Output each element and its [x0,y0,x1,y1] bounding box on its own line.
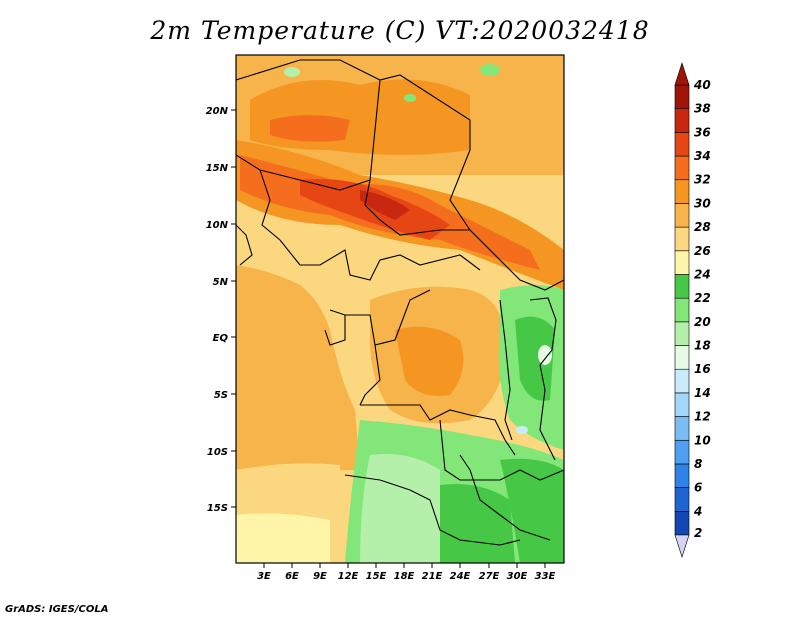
colorbar-label: 28 [694,220,711,234]
colorbar-label: 38 [694,102,711,116]
colorbar-label: 12 [694,410,711,424]
lon-label: 24E [450,571,471,582]
grads-credit: GrADS: IGES/COLA [5,604,109,615]
colorbar-label: 34 [694,149,711,163]
colorbar-label: 16 [694,362,711,376]
colorbar-swatch [674,321,690,346]
colorbar-swatch [674,463,690,488]
colorbar-swatch [674,250,690,275]
colorbar-swatch [674,368,690,394]
colorbar-label: 10 [694,433,711,447]
colorbar-swatch [674,511,690,536]
lat-axis [231,109,236,508]
colorbar-swatch [674,179,690,204]
lon-label: 33E [535,571,556,582]
lat-label: 5N [213,277,229,288]
temperature-field [236,55,564,563]
lon-label: 30E [507,571,528,582]
lat-label: EQ [213,333,229,344]
colorbar-swatch [674,155,690,181]
lon-axis [263,563,546,568]
colorbar-swatch [674,487,690,512]
colorbar-label: 8 [694,457,702,471]
lat-label: 10N [206,220,229,231]
colorbar-label: 22 [694,291,711,305]
lon-label: 9E [313,571,327,582]
colorbar-label: 26 [694,244,711,258]
colorbar-label: 30 [694,196,711,210]
lon-label: 27E [479,571,500,582]
lat-label: 10S [207,447,228,458]
colorbar-swatch [674,274,690,299]
colorbar-swatch [674,439,690,465]
colorbar-swatch [674,226,690,252]
country-borders [236,59,564,546]
colorbar-label: 32 [694,173,711,187]
colorbar-label: 24 [694,267,711,281]
lat-label: 20N [206,106,229,117]
colorbar-swatch [674,108,690,133]
colorbar-label: 20 [694,315,711,329]
colorbar-swatch [674,203,690,228]
lon-label: 15E [366,571,387,582]
lon-label: 6E [285,571,299,582]
lat-label: 5S [214,390,228,401]
lon-label: 21E [422,571,443,582]
map-title: 2m Temperature (C) VT:2020032418 [150,16,650,45]
colorbar-swatch [674,416,690,441]
colorbar-swatch [674,297,690,323]
colorbar-label: 2 [694,526,702,540]
lat-label: 15S [207,503,228,514]
lon-label: 18E [394,571,415,582]
colorbar-label: 4 [693,504,702,518]
map-frame [235,54,565,564]
lat-label: 15N [206,163,229,174]
colorbar-max-arrow [674,62,690,86]
colorbar-label: 14 [694,386,711,400]
colorbar-swatch [674,132,690,157]
colorbar-label: 6 [694,481,702,495]
colorbar-swatch [674,84,690,109]
colorbar-label: 18 [694,339,711,353]
colorbar-min-arrow [674,534,690,558]
colorbar-swatch [674,392,690,417]
lon-label: 12E [338,571,359,582]
colorbar-label: 36 [694,125,711,139]
lon-label: 3E [257,571,271,582]
colorbar-swatch [674,345,690,370]
colorbar-label: 40 [693,78,711,92]
